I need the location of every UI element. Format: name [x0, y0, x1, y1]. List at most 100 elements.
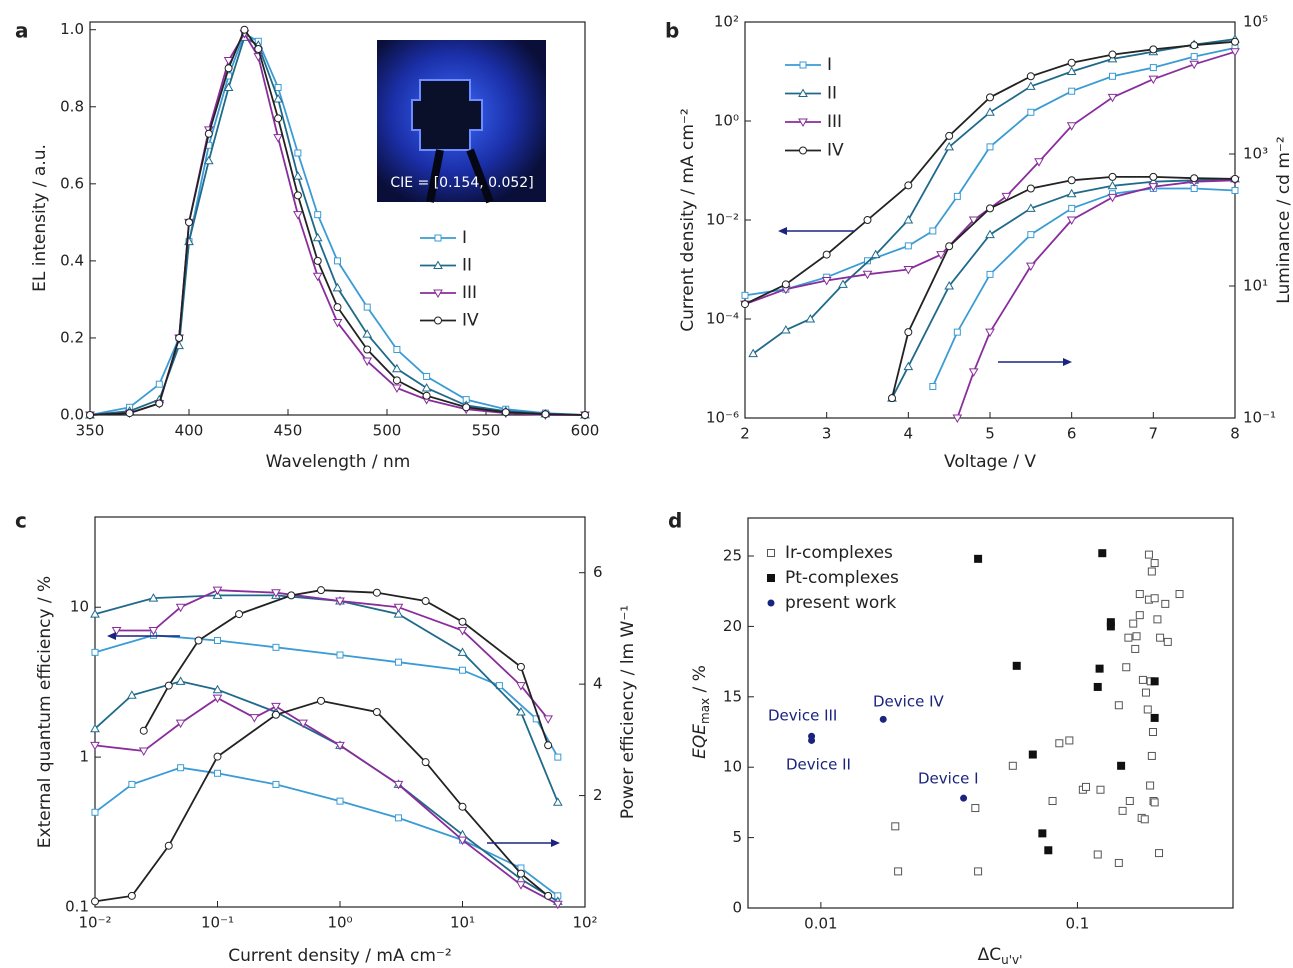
scatter-point	[1082, 782, 1091, 791]
scatter-point	[1150, 798, 1159, 807]
line-marker	[1107, 193, 1118, 203]
line-marker	[543, 715, 553, 724]
y-tick-label: 0.8	[60, 97, 84, 115]
legend-label: IV	[462, 311, 479, 331]
scatter-point	[1147, 751, 1156, 760]
line-marker	[552, 797, 563, 806]
line-marker	[334, 257, 341, 265]
scatter-point	[1118, 806, 1127, 815]
line-marker	[212, 684, 223, 694]
panel-letter: a	[15, 19, 29, 43]
line-marker	[273, 134, 283, 143]
line-marker	[394, 814, 402, 822]
line-marker	[392, 376, 401, 385]
line-marker	[312, 232, 323, 242]
line-marker	[421, 383, 432, 392]
y-tick-label: 5	[732, 828, 742, 846]
line-marker	[111, 626, 122, 636]
line-marker	[780, 324, 791, 334]
line-marker	[862, 270, 873, 280]
scatter-point	[1155, 849, 1164, 858]
panel-letter: b	[665, 19, 679, 43]
legend-label: II	[827, 84, 837, 104]
line-marker	[240, 25, 249, 34]
arrow-head	[551, 839, 560, 847]
line-marker	[204, 129, 213, 138]
line-marker	[392, 384, 402, 394]
line-marker	[394, 658, 402, 666]
series-line	[956, 179, 1236, 419]
line-marker	[393, 346, 401, 353]
line-marker	[213, 752, 222, 761]
line-marker	[212, 694, 223, 704]
x-axis-label: Wavelength / nm	[266, 452, 411, 472]
line-marker	[985, 229, 995, 239]
scatter-point	[974, 867, 983, 876]
line-marker	[516, 682, 526, 691]
x-tick-label: 2	[740, 425, 750, 443]
line-marker	[363, 345, 372, 354]
series-line	[94, 680, 559, 903]
line-marker	[904, 181, 913, 190]
series-line	[94, 766, 559, 897]
y-tick-label: 10²	[714, 13, 739, 31]
scatter-point	[1147, 567, 1156, 576]
line-marker	[91, 897, 99, 906]
scatter-point	[767, 549, 775, 557]
line-marker	[1148, 183, 1159, 192]
x-axis-label-sub: u'v'	[1001, 953, 1022, 967]
plot-frame	[89, 21, 586, 416]
line-marker	[544, 891, 553, 900]
x-axis-label: ΔCu'v'	[978, 945, 1023, 967]
line-marker	[393, 609, 404, 618]
line-marker	[1190, 41, 1199, 50]
line-marker	[541, 410, 550, 419]
y2-tick-label: 10⁻¹	[1243, 409, 1276, 427]
line-marker	[929, 227, 937, 235]
line-marker	[335, 741, 345, 751]
x-tick-label: 10⁻¹	[201, 914, 234, 932]
line-marker	[1148, 75, 1159, 85]
scatter-point	[960, 794, 968, 802]
legend-label: Pt-complexes	[785, 568, 899, 588]
line-marker	[313, 256, 322, 265]
line-marker	[457, 836, 468, 846]
x-tick-label: 10⁻²	[78, 914, 111, 932]
legend-marker	[799, 146, 807, 155]
line-marker	[148, 593, 159, 602]
y-tick-label: 1.0	[60, 20, 84, 38]
line-marker	[155, 380, 163, 388]
y-tick-label: 20	[723, 617, 742, 635]
y2-tick-label: 10³	[1243, 145, 1268, 163]
line-marker	[164, 841, 173, 850]
line-marker	[139, 726, 148, 735]
y-axis-label-unit: / %	[690, 665, 710, 698]
line-marker	[423, 372, 431, 380]
scatter-point	[1138, 675, 1147, 684]
line-marker	[293, 171, 303, 180]
scatter-point	[1122, 663, 1131, 672]
series-line	[94, 634, 559, 758]
scatter-point	[1132, 632, 1141, 641]
legend-marker	[799, 61, 807, 69]
legend-marker	[433, 260, 443, 269]
plot-frame	[747, 517, 1234, 909]
x-tick-label: 8	[1230, 425, 1240, 443]
series-line	[116, 589, 549, 720]
legend-label: Ir-complexes	[785, 543, 893, 563]
legend-marker	[434, 234, 442, 242]
scatter-point	[1048, 796, 1057, 805]
line-marker	[904, 328, 913, 337]
line-marker	[945, 131, 954, 140]
line-marker	[274, 114, 283, 123]
plot-frame	[744, 21, 1236, 419]
x-tick-label: 10²	[572, 914, 597, 932]
scatter-point	[1143, 705, 1152, 714]
line-marker	[372, 588, 381, 597]
device-annotation: Device II	[786, 756, 851, 774]
line-marker	[272, 780, 280, 788]
y-axis-label: Current density / mA cm⁻²	[678, 108, 698, 331]
series-line	[94, 699, 549, 903]
panel-letter: c	[15, 509, 27, 533]
y-tick-label: 25	[723, 547, 742, 565]
